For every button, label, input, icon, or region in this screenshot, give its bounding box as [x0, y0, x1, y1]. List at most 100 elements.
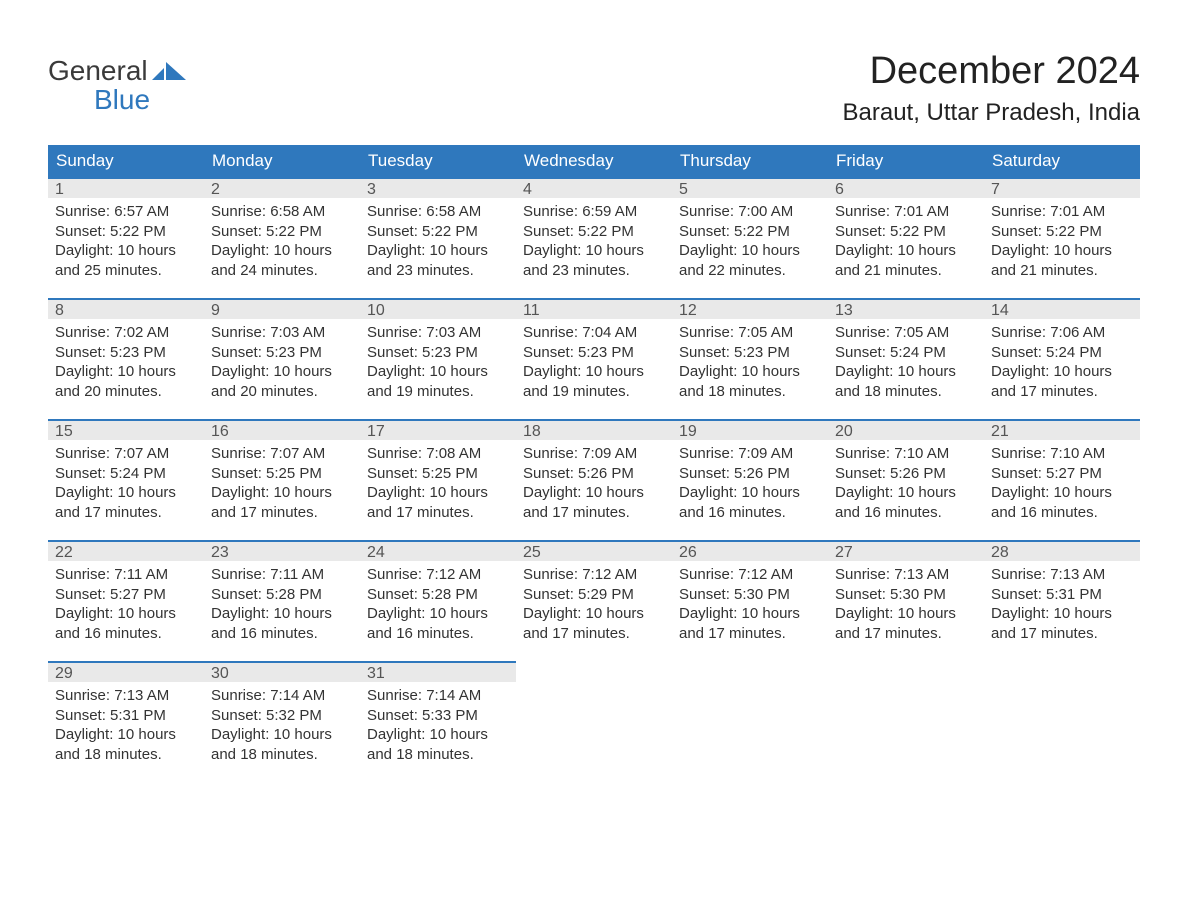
day-sunrise: Sunrise: 7:05 AM — [835, 323, 977, 343]
day-daylight2: and 21 minutes. — [835, 261, 977, 281]
day-sunrise: Sunrise: 7:00 AM — [679, 202, 821, 222]
day-body: Sunrise: 7:05 AMSunset: 5:23 PMDaylight:… — [672, 319, 828, 401]
day-daylight1: Daylight: 10 hours — [523, 362, 665, 382]
day-daylight2: and 17 minutes. — [679, 624, 821, 644]
day-sunset: Sunset: 5:26 PM — [835, 464, 977, 484]
day-cell: 26Sunrise: 7:12 AMSunset: 5:30 PMDayligh… — [672, 540, 828, 643]
day-body: Sunrise: 7:13 AMSunset: 5:30 PMDaylight:… — [828, 561, 984, 643]
header: General Blue December 2024 Baraut, Uttar… — [48, 50, 1140, 139]
week-spacer — [48, 643, 1140, 661]
day-cell: 20Sunrise: 7:10 AMSunset: 5:26 PMDayligh… — [828, 419, 984, 522]
day-number: 6 — [828, 177, 984, 198]
day-daylight1: Daylight: 10 hours — [523, 241, 665, 261]
day-cell: 12Sunrise: 7:05 AMSunset: 5:23 PMDayligh… — [672, 298, 828, 401]
day-daylight1: Daylight: 10 hours — [367, 725, 509, 745]
day-cell — [828, 661, 984, 764]
day-daylight2: and 17 minutes. — [211, 503, 353, 523]
day-number: 22 — [48, 540, 204, 561]
day-sunrise: Sunrise: 7:04 AM — [523, 323, 665, 343]
day-daylight1: Daylight: 10 hours — [523, 604, 665, 624]
day-cell — [672, 661, 828, 764]
day-number: 31 — [360, 661, 516, 682]
day-sunset: Sunset: 5:22 PM — [991, 222, 1133, 242]
day-sunset: Sunset: 5:30 PM — [835, 585, 977, 605]
day-cell: 7Sunrise: 7:01 AMSunset: 5:22 PMDaylight… — [984, 177, 1140, 280]
day-body: Sunrise: 7:09 AMSunset: 5:26 PMDaylight:… — [516, 440, 672, 522]
day-daylight2: and 17 minutes. — [523, 503, 665, 523]
day-sunset: Sunset: 5:23 PM — [367, 343, 509, 363]
day-cell: 17Sunrise: 7:08 AMSunset: 5:25 PMDayligh… — [360, 419, 516, 522]
day-number: 1 — [48, 177, 204, 198]
day-daylight2: and 24 minutes. — [211, 261, 353, 281]
day-cell: 23Sunrise: 7:11 AMSunset: 5:28 PMDayligh… — [204, 540, 360, 643]
day-sunrise: Sunrise: 6:58 AM — [211, 202, 353, 222]
day-body: Sunrise: 7:01 AMSunset: 5:22 PMDaylight:… — [828, 198, 984, 280]
day-cell: 22Sunrise: 7:11 AMSunset: 5:27 PMDayligh… — [48, 540, 204, 643]
day-number: 2 — [204, 177, 360, 198]
day-daylight2: and 21 minutes. — [991, 261, 1133, 281]
day-daylight1: Daylight: 10 hours — [367, 241, 509, 261]
week-row: 1Sunrise: 6:57 AMSunset: 5:22 PMDaylight… — [48, 177, 1140, 280]
week-row: 29Sunrise: 7:13 AMSunset: 5:31 PMDayligh… — [48, 661, 1140, 764]
day-sunset: Sunset: 5:22 PM — [211, 222, 353, 242]
day-body: Sunrise: 7:09 AMSunset: 5:26 PMDaylight:… — [672, 440, 828, 522]
day-cell: 28Sunrise: 7:13 AMSunset: 5:31 PMDayligh… — [984, 540, 1140, 643]
day-daylight1: Daylight: 10 hours — [991, 241, 1133, 261]
day-cell: 13Sunrise: 7:05 AMSunset: 5:24 PMDayligh… — [828, 298, 984, 401]
day-daylight2: and 17 minutes. — [991, 382, 1133, 402]
day-body: Sunrise: 7:04 AMSunset: 5:23 PMDaylight:… — [516, 319, 672, 401]
day-cell: 27Sunrise: 7:13 AMSunset: 5:30 PMDayligh… — [828, 540, 984, 643]
day-daylight2: and 25 minutes. — [55, 261, 197, 281]
day-sunset: Sunset: 5:24 PM — [835, 343, 977, 363]
day-sunrise: Sunrise: 7:09 AM — [679, 444, 821, 464]
day-daylight2: and 17 minutes. — [367, 503, 509, 523]
day-number: 14 — [984, 298, 1140, 319]
day-sunrise: Sunrise: 7:13 AM — [991, 565, 1133, 585]
day-number: 11 — [516, 298, 672, 319]
day-sunrise: Sunrise: 7:12 AM — [679, 565, 821, 585]
day-header: Sunday — [48, 145, 204, 177]
day-body: Sunrise: 7:06 AMSunset: 5:24 PMDaylight:… — [984, 319, 1140, 401]
day-cell: 8Sunrise: 7:02 AMSunset: 5:23 PMDaylight… — [48, 298, 204, 401]
day-number: 18 — [516, 419, 672, 440]
day-sunrise: Sunrise: 7:02 AM — [55, 323, 197, 343]
day-body: Sunrise: 7:05 AMSunset: 5:24 PMDaylight:… — [828, 319, 984, 401]
day-body: Sunrise: 7:10 AMSunset: 5:27 PMDaylight:… — [984, 440, 1140, 522]
day-number: 20 — [828, 419, 984, 440]
day-sunrise: Sunrise: 7:05 AM — [679, 323, 821, 343]
day-empty — [516, 661, 672, 682]
day-daylight1: Daylight: 10 hours — [991, 483, 1133, 503]
day-body: Sunrise: 7:01 AMSunset: 5:22 PMDaylight:… — [984, 198, 1140, 280]
day-body: Sunrise: 7:03 AMSunset: 5:23 PMDaylight:… — [204, 319, 360, 401]
day-sunset: Sunset: 5:24 PM — [55, 464, 197, 484]
day-empty — [984, 661, 1140, 682]
day-cell: 31Sunrise: 7:14 AMSunset: 5:33 PMDayligh… — [360, 661, 516, 764]
day-daylight1: Daylight: 10 hours — [211, 483, 353, 503]
day-daylight2: and 16 minutes. — [367, 624, 509, 644]
day-number: 17 — [360, 419, 516, 440]
day-daylight2: and 20 minutes. — [55, 382, 197, 402]
day-daylight1: Daylight: 10 hours — [991, 604, 1133, 624]
day-empty — [828, 661, 984, 682]
calendar-table: Sunday Monday Tuesday Wednesday Thursday… — [48, 145, 1140, 764]
day-daylight2: and 16 minutes. — [835, 503, 977, 523]
day-cell: 10Sunrise: 7:03 AMSunset: 5:23 PMDayligh… — [360, 298, 516, 401]
day-daylight2: and 17 minutes. — [991, 624, 1133, 644]
day-cell: 16 Sunrise: 7:07 AMSunset: 5:25 PMDayligh… — [204, 419, 360, 522]
day-sunset: Sunset: 5:25 PM — [211, 464, 353, 484]
calendar-body: 1Sunrise: 6:57 AMSunset: 5:22 PMDaylight… — [48, 177, 1140, 764]
page: General Blue December 2024 Baraut, Uttar… — [0, 0, 1188, 918]
day-number: 16 — [204, 419, 360, 440]
day-cell: 24Sunrise: 7:12 AMSunset: 5:28 PMDayligh… — [360, 540, 516, 643]
week-spacer — [48, 522, 1140, 540]
day-sunset: Sunset: 5:22 PM — [55, 222, 197, 242]
day-number: 29 — [48, 661, 204, 682]
day-sunrise: Sunrise: 7:10 AM — [835, 444, 977, 464]
day-body: Sunrise: 7:11 AMSunset: 5:27 PMDaylight:… — [48, 561, 204, 643]
day-cell — [984, 661, 1140, 764]
day-number: 21 — [984, 419, 1140, 440]
brand-line2: Blue — [48, 85, 188, 114]
day-body: Sunrise: 7:02 AMSunset: 5:23 PMDaylight:… — [48, 319, 204, 401]
day-daylight2: and 18 minutes. — [211, 745, 353, 765]
day-sunrise: Sunrise: 7:07 AM — [211, 444, 353, 464]
